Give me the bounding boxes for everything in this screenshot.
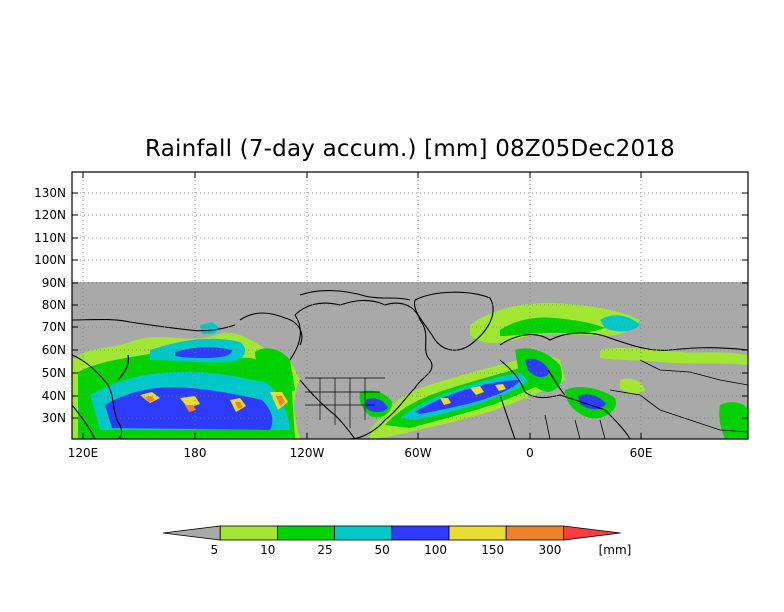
colorbar-label: 100 (424, 543, 447, 557)
colorbar-unit: [mm] (599, 543, 632, 557)
lat-label: 80N (42, 298, 66, 312)
colorbar-segment (505, 525, 564, 541)
lon-label: 0 (526, 446, 534, 460)
colorbar-label: 25 (317, 543, 332, 557)
lat-label: 30N (42, 411, 66, 425)
colorbar-label: 10 (260, 543, 275, 557)
lat-label: 40N (42, 389, 66, 403)
colorbar-label: 50 (375, 543, 390, 557)
colorbar-segment (563, 525, 621, 541)
lon-label: 120E (68, 446, 99, 460)
lat-label: 70N (42, 320, 66, 334)
lon-label: 120W (290, 446, 325, 460)
colorbar-segment (391, 525, 450, 541)
grid-lines (72, 172, 748, 439)
colorbar-label: 150 (481, 543, 504, 557)
colorbar-label: 300 (538, 543, 561, 557)
lat-label: 100N (34, 253, 66, 267)
colorbar-segment (276, 525, 335, 541)
colorbar-segment (334, 525, 393, 541)
lat-label: 90N (42, 276, 66, 290)
lon-label: 60E (630, 446, 653, 460)
longitude-axis: 120E 180 120W 60W 0 60E (68, 172, 653, 460)
lat-label: 120N (34, 208, 66, 222)
coastlines (72, 290, 748, 439)
latitude-axis: 130N 120N 110N 100N 90N 80N 70N 60N 50N 40N 30N (34, 186, 748, 425)
lat-label: 50N (42, 366, 66, 380)
colorbar-segment (162, 525, 221, 541)
lon-label: 180 (184, 446, 207, 460)
lat-label: 110N (34, 231, 66, 245)
lon-label: 60W (404, 446, 431, 460)
colorbar: 5 10 25 50 100 150 300 [mm] (162, 525, 632, 557)
colorbar-segment (448, 525, 507, 541)
colorbar-label: 5 (211, 543, 219, 557)
map-title: Rainfall (7-day accum.) [mm] 08Z05Dec201… (145, 136, 675, 162)
lat-label: 130N (34, 186, 66, 200)
colorbar-segment (219, 525, 278, 541)
lat-label: 60N (42, 343, 66, 357)
